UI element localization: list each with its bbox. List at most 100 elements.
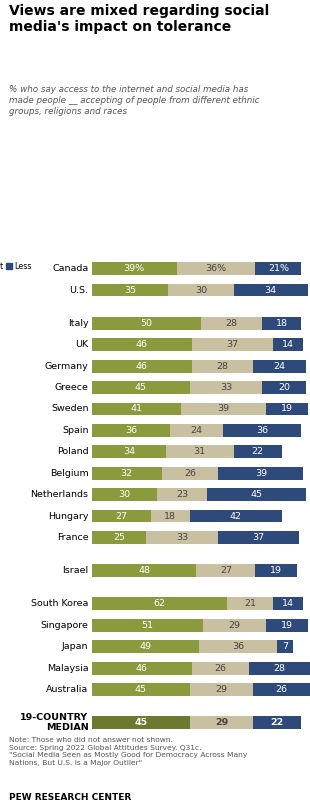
Text: 19: 19	[281, 405, 293, 413]
Bar	[192, 339, 273, 351]
Text: 24: 24	[273, 362, 286, 371]
Bar	[92, 717, 190, 729]
Text: 41: 41	[131, 405, 142, 413]
Bar	[190, 381, 262, 394]
Text: PEW RESEARCH CENTER: PEW RESEARCH CENTER	[9, 793, 131, 802]
Bar	[262, 317, 301, 330]
Text: 30: 30	[195, 285, 207, 294]
Text: 39: 39	[255, 469, 267, 478]
Bar	[192, 359, 253, 372]
Bar	[166, 446, 234, 458]
Bar	[170, 424, 223, 437]
Text: Sweden: Sweden	[51, 405, 88, 413]
Text: 37: 37	[226, 340, 239, 349]
Text: 19: 19	[281, 621, 293, 629]
Text: 28: 28	[225, 318, 237, 328]
Text: 35: 35	[124, 285, 136, 294]
Text: Italy: Italy	[68, 318, 88, 328]
Text: Views are mixed regarding social
media's impact on tolerance: Views are mixed regarding social media's…	[9, 4, 270, 34]
Bar	[266, 402, 308, 415]
Bar	[255, 564, 297, 577]
Text: 37: 37	[253, 533, 265, 542]
Text: 22: 22	[271, 718, 284, 727]
Text: 36: 36	[256, 426, 268, 435]
Text: 14: 14	[282, 600, 294, 609]
Bar	[255, 262, 301, 275]
Bar	[197, 564, 255, 577]
Text: 46: 46	[136, 340, 148, 349]
Bar	[207, 488, 306, 501]
Bar	[253, 717, 301, 729]
Text: Greece: Greece	[55, 383, 88, 392]
Text: Germany: Germany	[45, 362, 88, 371]
Bar	[181, 402, 266, 415]
Bar	[190, 683, 253, 696]
Bar	[234, 446, 281, 458]
Bar	[277, 640, 293, 653]
Bar	[92, 662, 192, 675]
Text: Israel: Israel	[62, 566, 88, 575]
Bar	[168, 284, 234, 297]
Text: 33: 33	[220, 383, 232, 392]
Bar	[192, 662, 249, 675]
Text: 49: 49	[139, 642, 151, 651]
Text: 45: 45	[134, 718, 147, 727]
Text: 27: 27	[220, 566, 232, 575]
Bar	[203, 619, 266, 632]
Text: Malaysia: Malaysia	[47, 663, 88, 673]
Text: 19-COUNTRY
MEDIAN: 19-COUNTRY MEDIAN	[20, 713, 88, 733]
Text: Australia: Australia	[46, 685, 88, 694]
Text: 29: 29	[215, 685, 228, 694]
Bar	[266, 619, 308, 632]
Bar	[234, 284, 308, 297]
Text: U.S.: U.S.	[69, 285, 88, 294]
Text: 26: 26	[215, 663, 227, 673]
Bar	[262, 381, 306, 394]
Text: 36%: 36%	[206, 264, 227, 273]
Text: 36: 36	[125, 426, 137, 435]
Text: % who say access to the internet and social media has
made people __ accepting o: % who say access to the internet and soc…	[9, 85, 260, 116]
Bar	[190, 717, 253, 729]
Bar	[201, 317, 262, 330]
Text: 19: 19	[270, 566, 282, 575]
Text: South Korea: South Korea	[31, 600, 88, 609]
Text: 27: 27	[115, 512, 127, 521]
Text: 28: 28	[273, 663, 286, 673]
Bar	[92, 284, 168, 297]
Bar	[223, 424, 301, 437]
Text: 21: 21	[244, 600, 256, 609]
Text: 18: 18	[164, 512, 176, 521]
Bar	[146, 531, 218, 544]
Text: 24: 24	[190, 426, 202, 435]
Bar	[92, 531, 146, 544]
Bar	[92, 509, 151, 522]
Text: Singapore: Singapore	[41, 621, 88, 629]
Text: 45: 45	[135, 383, 147, 392]
Bar	[151, 509, 190, 522]
Bar	[92, 317, 201, 330]
Legend: More, Not had much impact, Less: More, Not had much impact, Less	[0, 262, 32, 271]
Text: 39%: 39%	[124, 264, 145, 273]
Text: Belgium: Belgium	[50, 469, 88, 478]
Bar	[92, 597, 227, 610]
Text: 21%: 21%	[268, 264, 289, 273]
Bar	[249, 662, 310, 675]
Text: 23: 23	[176, 490, 188, 499]
Bar	[162, 467, 218, 480]
Text: 32: 32	[121, 469, 133, 478]
Bar	[92, 339, 192, 351]
Bar	[190, 509, 281, 522]
Text: Spain: Spain	[62, 426, 88, 435]
Text: 31: 31	[194, 447, 206, 456]
Text: 22: 22	[252, 447, 264, 456]
Bar	[199, 640, 277, 653]
Text: 28: 28	[217, 362, 229, 371]
Bar	[253, 683, 310, 696]
Bar	[157, 488, 207, 501]
Text: 29: 29	[215, 718, 228, 727]
Text: Japan: Japan	[62, 642, 88, 651]
Text: 26: 26	[184, 469, 196, 478]
Bar	[92, 424, 170, 437]
Text: Hungary: Hungary	[48, 512, 88, 521]
Text: 50: 50	[140, 318, 152, 328]
